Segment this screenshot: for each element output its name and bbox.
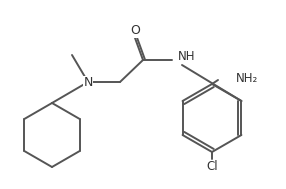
Text: N: N [83, 75, 93, 88]
Text: Cl: Cl [206, 160, 218, 174]
Text: NH₂: NH₂ [236, 71, 258, 84]
Text: NH: NH [178, 50, 196, 64]
Text: O: O [130, 25, 140, 37]
